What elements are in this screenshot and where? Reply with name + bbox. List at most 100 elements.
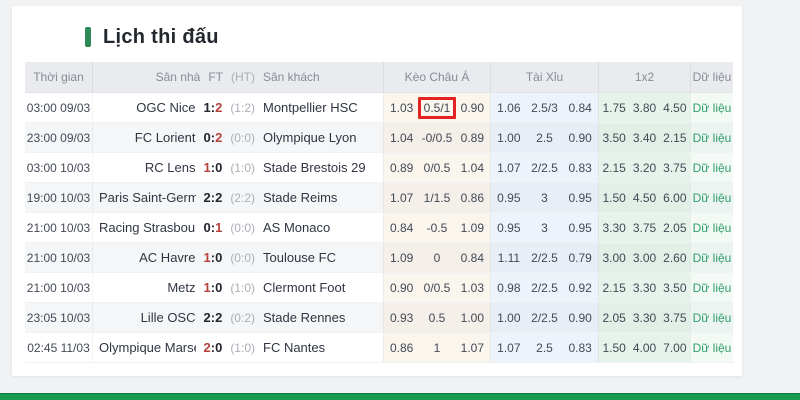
- over-under-odd: 0.95: [568, 190, 592, 205]
- over-under-odd: 1.07: [497, 160, 521, 175]
- match-time: 03:00 09/03: [26, 100, 91, 115]
- 1x2-odd: 3.30: [602, 220, 626, 235]
- asian-handicap-odd: 0.5: [428, 310, 446, 325]
- data-link[interactable]: Dữ liệu: [692, 190, 732, 205]
- data-link[interactable]: Dữ liệu: [692, 220, 732, 235]
- data-link[interactable]: Dữ liệu: [692, 310, 732, 325]
- footer-accent-bar: [0, 393, 800, 400]
- match-time: 19:00 10/03: [26, 190, 91, 205]
- over-under-odd: 0.84: [568, 100, 592, 115]
- match-cell: Lille OSC 2:2 (0:2) Stade Rennes: [92, 303, 383, 332]
- match-cell: Paris Saint-Germain 2:2 (2:2) Stade Reim…: [92, 183, 383, 212]
- 1x2-odds: 2.05 3.30 3.75: [598, 303, 690, 332]
- match-cell: RC Lens 1:0 (1:0) Stade Brestois 29: [92, 153, 383, 182]
- header-match: Sân nhà FT (HT) Sân khách: [92, 62, 383, 92]
- asian-handicap-odd: 0.5/1: [417, 96, 457, 119]
- table-row: 03:00 09/03 OGC Nice 1:2 (1:2) Montpelli…: [25, 93, 733, 123]
- match-time: 23:00 09/03: [26, 130, 91, 145]
- page-title: Lịch thi đấu: [103, 25, 219, 48]
- 1x2-odds: 1.50 4.50 6.00: [598, 183, 690, 212]
- ft-score: 2:0: [203, 340, 223, 355]
- data-cell: Dữ liệu: [690, 153, 733, 182]
- over-under-odds: 0.95 3 0.95: [490, 213, 598, 242]
- data-link[interactable]: Dữ liệu: [692, 250, 732, 265]
- ht-score: (2:2): [230, 190, 255, 205]
- data-cell: Dữ liệu: [690, 243, 733, 272]
- asian-handicap-odd: 1.07: [389, 190, 414, 205]
- over-under-odd: 1.06: [497, 100, 521, 115]
- asian-handicap-odds: 1.09 0 0.84: [383, 243, 490, 272]
- section-title-row: Lịch thi đấu: [12, 6, 742, 52]
- asian-handicap-odd: 1.03: [460, 280, 484, 295]
- data-cell: Dữ liệu: [690, 213, 733, 242]
- 1x2-odds: 1.50 4.00 7.00: [598, 333, 690, 362]
- table-header-row: Thời gian Sân nhà FT (HT) Sân khách Kèo …: [25, 62, 733, 93]
- header-time: Thời gian: [33, 70, 84, 84]
- 1x2-odd: 1.50: [602, 190, 626, 205]
- data-link[interactable]: Dữ liệu: [692, 100, 732, 115]
- match-cell: Olympique Marseille 2:0 (1:0) FC Nantes: [92, 333, 383, 362]
- data-link[interactable]: Dữ liệu: [692, 160, 732, 175]
- 1x2-odd: 4.00: [632, 340, 657, 355]
- asian-handicap-odds: 1.03 0.5/1 0.90: [383, 93, 490, 122]
- ft-score: 0:2: [203, 130, 223, 145]
- table-row: 02:45 11/03 Olympique Marseille 2:0 (1:0…: [25, 333, 733, 363]
- over-under-odds: 1.07 2.5 0.83: [490, 333, 598, 362]
- asian-handicap-odd: 1/1.5: [423, 190, 451, 205]
- over-under-odd: 0.90: [568, 130, 592, 145]
- away-team: AS Monaco: [263, 220, 331, 235]
- fixtures-table: Thời gian Sân nhà FT (HT) Sân khách Kèo …: [25, 62, 733, 363]
- over-under-odds: 1.07 2/2.5 0.83: [490, 153, 598, 182]
- home-team: AC Havre: [139, 250, 196, 265]
- asian-handicap-odd: 1: [433, 340, 441, 355]
- over-under-odd: 3: [541, 220, 548, 235]
- ht-score: (0:0): [230, 130, 255, 145]
- match-cell: OGC Nice 1:2 (1:2) Montpellier HSC: [92, 93, 383, 122]
- away-team: Clermont Foot: [263, 280, 346, 295]
- match-time: 03:00 10/03: [26, 160, 91, 175]
- away-team: Stade Rennes: [263, 310, 346, 325]
- over-under-odd: 2/2.5: [531, 280, 558, 295]
- asian-handicap-odds: 0.84 -0.5 1.09: [383, 213, 490, 242]
- over-under-odd: 1.07: [497, 340, 521, 355]
- away-team: Toulouse FC: [263, 250, 336, 265]
- 1x2-odd: 2.05: [602, 310, 626, 325]
- 1x2-odd: 3.75: [663, 310, 687, 325]
- over-under-odd: 0.95: [497, 220, 521, 235]
- data-link[interactable]: Dữ liệu: [692, 130, 732, 145]
- ht-score: (0:0): [230, 220, 255, 235]
- home-team: Racing Strasbourg: [99, 220, 196, 235]
- match-time: 02:45 11/03: [27, 340, 90, 355]
- data-link[interactable]: Dữ liệu: [692, 280, 732, 295]
- home-team: Olympique Marseille: [99, 340, 196, 355]
- 1x2-odds: 2.15 3.30 3.50: [598, 273, 690, 302]
- asian-handicap-odd: -0/0.5: [421, 130, 453, 145]
- asian-handicap-odd: 1.07: [460, 340, 484, 355]
- header-ht: (HT): [231, 70, 255, 84]
- 1x2-odd: 3.20: [632, 160, 657, 175]
- asian-handicap-odd: 0.93: [389, 310, 414, 325]
- data-cell: Dữ liệu: [690, 123, 733, 152]
- ft-score: 1:0: [203, 160, 223, 175]
- over-under-odds: 0.98 2/2.5 0.92: [490, 273, 598, 302]
- match-cell: FC Lorient 0:2 (0:0) Olympique Lyon: [92, 123, 383, 152]
- home-team: OGC Nice: [136, 100, 196, 115]
- asian-handicap-odd: 0.86: [460, 190, 484, 205]
- asian-handicap-odd: 0.89: [389, 160, 414, 175]
- data-link[interactable]: Dữ liệu: [692, 340, 732, 355]
- asian-handicap-odd: 0.90: [460, 100, 484, 115]
- 1x2-odd: 1.50: [602, 340, 626, 355]
- asian-handicap-odds: 0.86 1 1.07: [383, 333, 490, 362]
- ft-score: 2:2: [203, 310, 223, 325]
- 1x2-odd: 2.15: [602, 280, 626, 295]
- over-under-odd: 0.79: [568, 250, 592, 265]
- asian-handicap-odd: 1.00: [460, 310, 484, 325]
- 1x2-odd: 3.50: [602, 130, 626, 145]
- 1x2-odd: 7.00: [663, 340, 687, 355]
- 1x2-odd: 3.75: [663, 160, 687, 175]
- asian-handicap-odd: 1.03: [389, 100, 414, 115]
- over-under-odd: 0.95: [497, 190, 521, 205]
- over-under-odds: 1.00 2/2.5 0.90: [490, 303, 598, 332]
- asian-handicap-odds: 0.89 0/0.5 1.04: [383, 153, 490, 182]
- away-team: Montpellier HSC: [263, 100, 358, 115]
